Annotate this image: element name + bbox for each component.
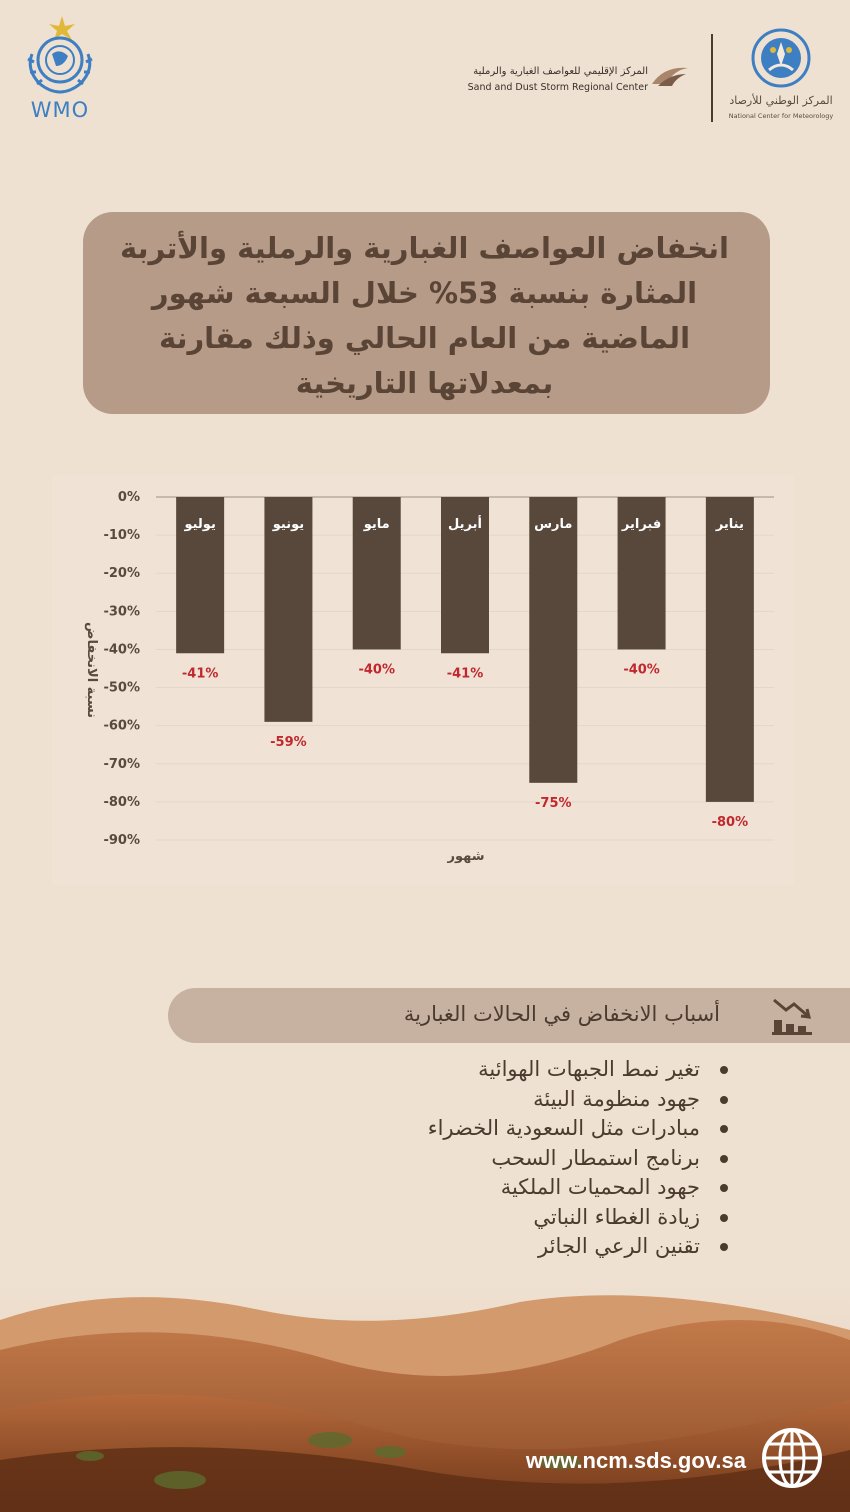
y-tick-labels: 0% -10% -20% -30% -40% -50% -60% -70% -80% -90% — [103, 490, 140, 848]
data-label: -41% — [447, 666, 484, 681]
y-tick-label: -10% — [103, 528, 140, 543]
headline-box: انخفاض العواصف الغبارية والرملية والأترب… — [83, 212, 770, 414]
category-label: يونيو — [272, 517, 304, 532]
data-label: -75% — [535, 796, 572, 811]
bar — [176, 497, 225, 654]
y-tick-label: -40% — [103, 642, 140, 657]
y-tick-label: -60% — [103, 719, 140, 734]
list-item: مبادرات مثل السعودية الخضراء — [330, 1114, 730, 1144]
header-divider — [711, 34, 713, 122]
sds-name-en: Sand and Dust Storm Regional Center — [467, 82, 648, 93]
bar — [264, 497, 313, 722]
y-axis-label: نسبة الانخفاض — [84, 622, 99, 718]
y-tick-label: -70% — [103, 757, 140, 772]
sds-center-logo: المركز الإقليمي للعواصف الغبارية والرملي… — [440, 58, 690, 98]
wmo-label: WMO — [30, 98, 90, 122]
y-tick-label: 0% — [118, 490, 140, 505]
data-label: -40% — [358, 662, 395, 677]
data-label: -80% — [712, 815, 749, 830]
bar-chart: 0% -10% -20% -30% -40% -50% -60% -70% -80% -90% ي… — [52, 475, 794, 885]
causes-list: تغير نمط الجبهات الهوائية جهود منظومة ال… — [330, 1055, 730, 1262]
list-item: جهود المحميات الملكية — [330, 1173, 730, 1203]
list-item: تقنين الرعي الجائر — [330, 1232, 730, 1262]
bar — [529, 497, 578, 783]
list-item: تغير نمط الجبهات الهوائية — [330, 1055, 730, 1085]
bar — [617, 497, 666, 650]
y-tick-label: -20% — [103, 566, 140, 581]
category-label: أبريل — [448, 515, 482, 532]
list-item: زيادة الغطاء النباتي — [330, 1203, 730, 1233]
category-label: يوليو — [183, 517, 215, 532]
category-label: يناير — [715, 517, 744, 532]
category-label: مارس — [534, 517, 572, 532]
sds-name-ar: المركز الإقليمي للعواصف الغبارية والرملي… — [473, 66, 648, 77]
ncm-logo-icon — [751, 28, 811, 88]
bar — [705, 497, 754, 802]
website-url[interactable]: www.ncm.sds.gov.sa — [525, 1448, 746, 1473]
headline: انخفاض العواصف الغبارية والرملية والأترب… — [120, 231, 729, 400]
data-label: -59% — [270, 735, 307, 750]
y-tick-label: -90% — [103, 833, 140, 848]
list-item: برنامج استمطار السحب — [330, 1144, 730, 1174]
declining-chart-icon — [772, 998, 812, 1035]
causes-title: أسباب الانخفاض في الحالات الغبارية — [403, 1002, 720, 1026]
data-label: -40% — [623, 662, 660, 677]
bar — [441, 497, 489, 654]
y-tick-label: -30% — [103, 604, 140, 619]
x-axis-label: شهور — [446, 849, 484, 864]
sds-logo-icon — [652, 67, 688, 86]
wmo-logo: WMO — [20, 14, 100, 124]
chart-background — [52, 475, 794, 885]
chart-bars: يناير -80% فبراير -40% مارس -75% أبريل -41% مايو… — [176, 497, 754, 830]
globe-icon — [762, 1428, 822, 1488]
y-tick-label: -50% — [103, 681, 140, 696]
ncm-name-ar: المركز الوطني للأرصاد — [729, 94, 833, 107]
category-label: مايو — [363, 517, 390, 532]
list-item: جهود منظومة البيئة — [330, 1085, 730, 1115]
ncm-name-en: National Center for Meteorology — [728, 112, 834, 120]
data-label: -41% — [182, 666, 219, 681]
ncm-logo: المركز الوطني للأرصاد National Center fo… — [722, 24, 840, 128]
bar — [352, 497, 401, 650]
wmo-logo-icon — [27, 16, 93, 94]
causes-header: أسباب الانخفاض في الحالات الغبارية — [168, 988, 850, 1043]
category-label: فبراير — [621, 517, 661, 532]
desert-dunes-image — [0, 1280, 850, 1512]
y-tick-label: -80% — [103, 795, 140, 810]
